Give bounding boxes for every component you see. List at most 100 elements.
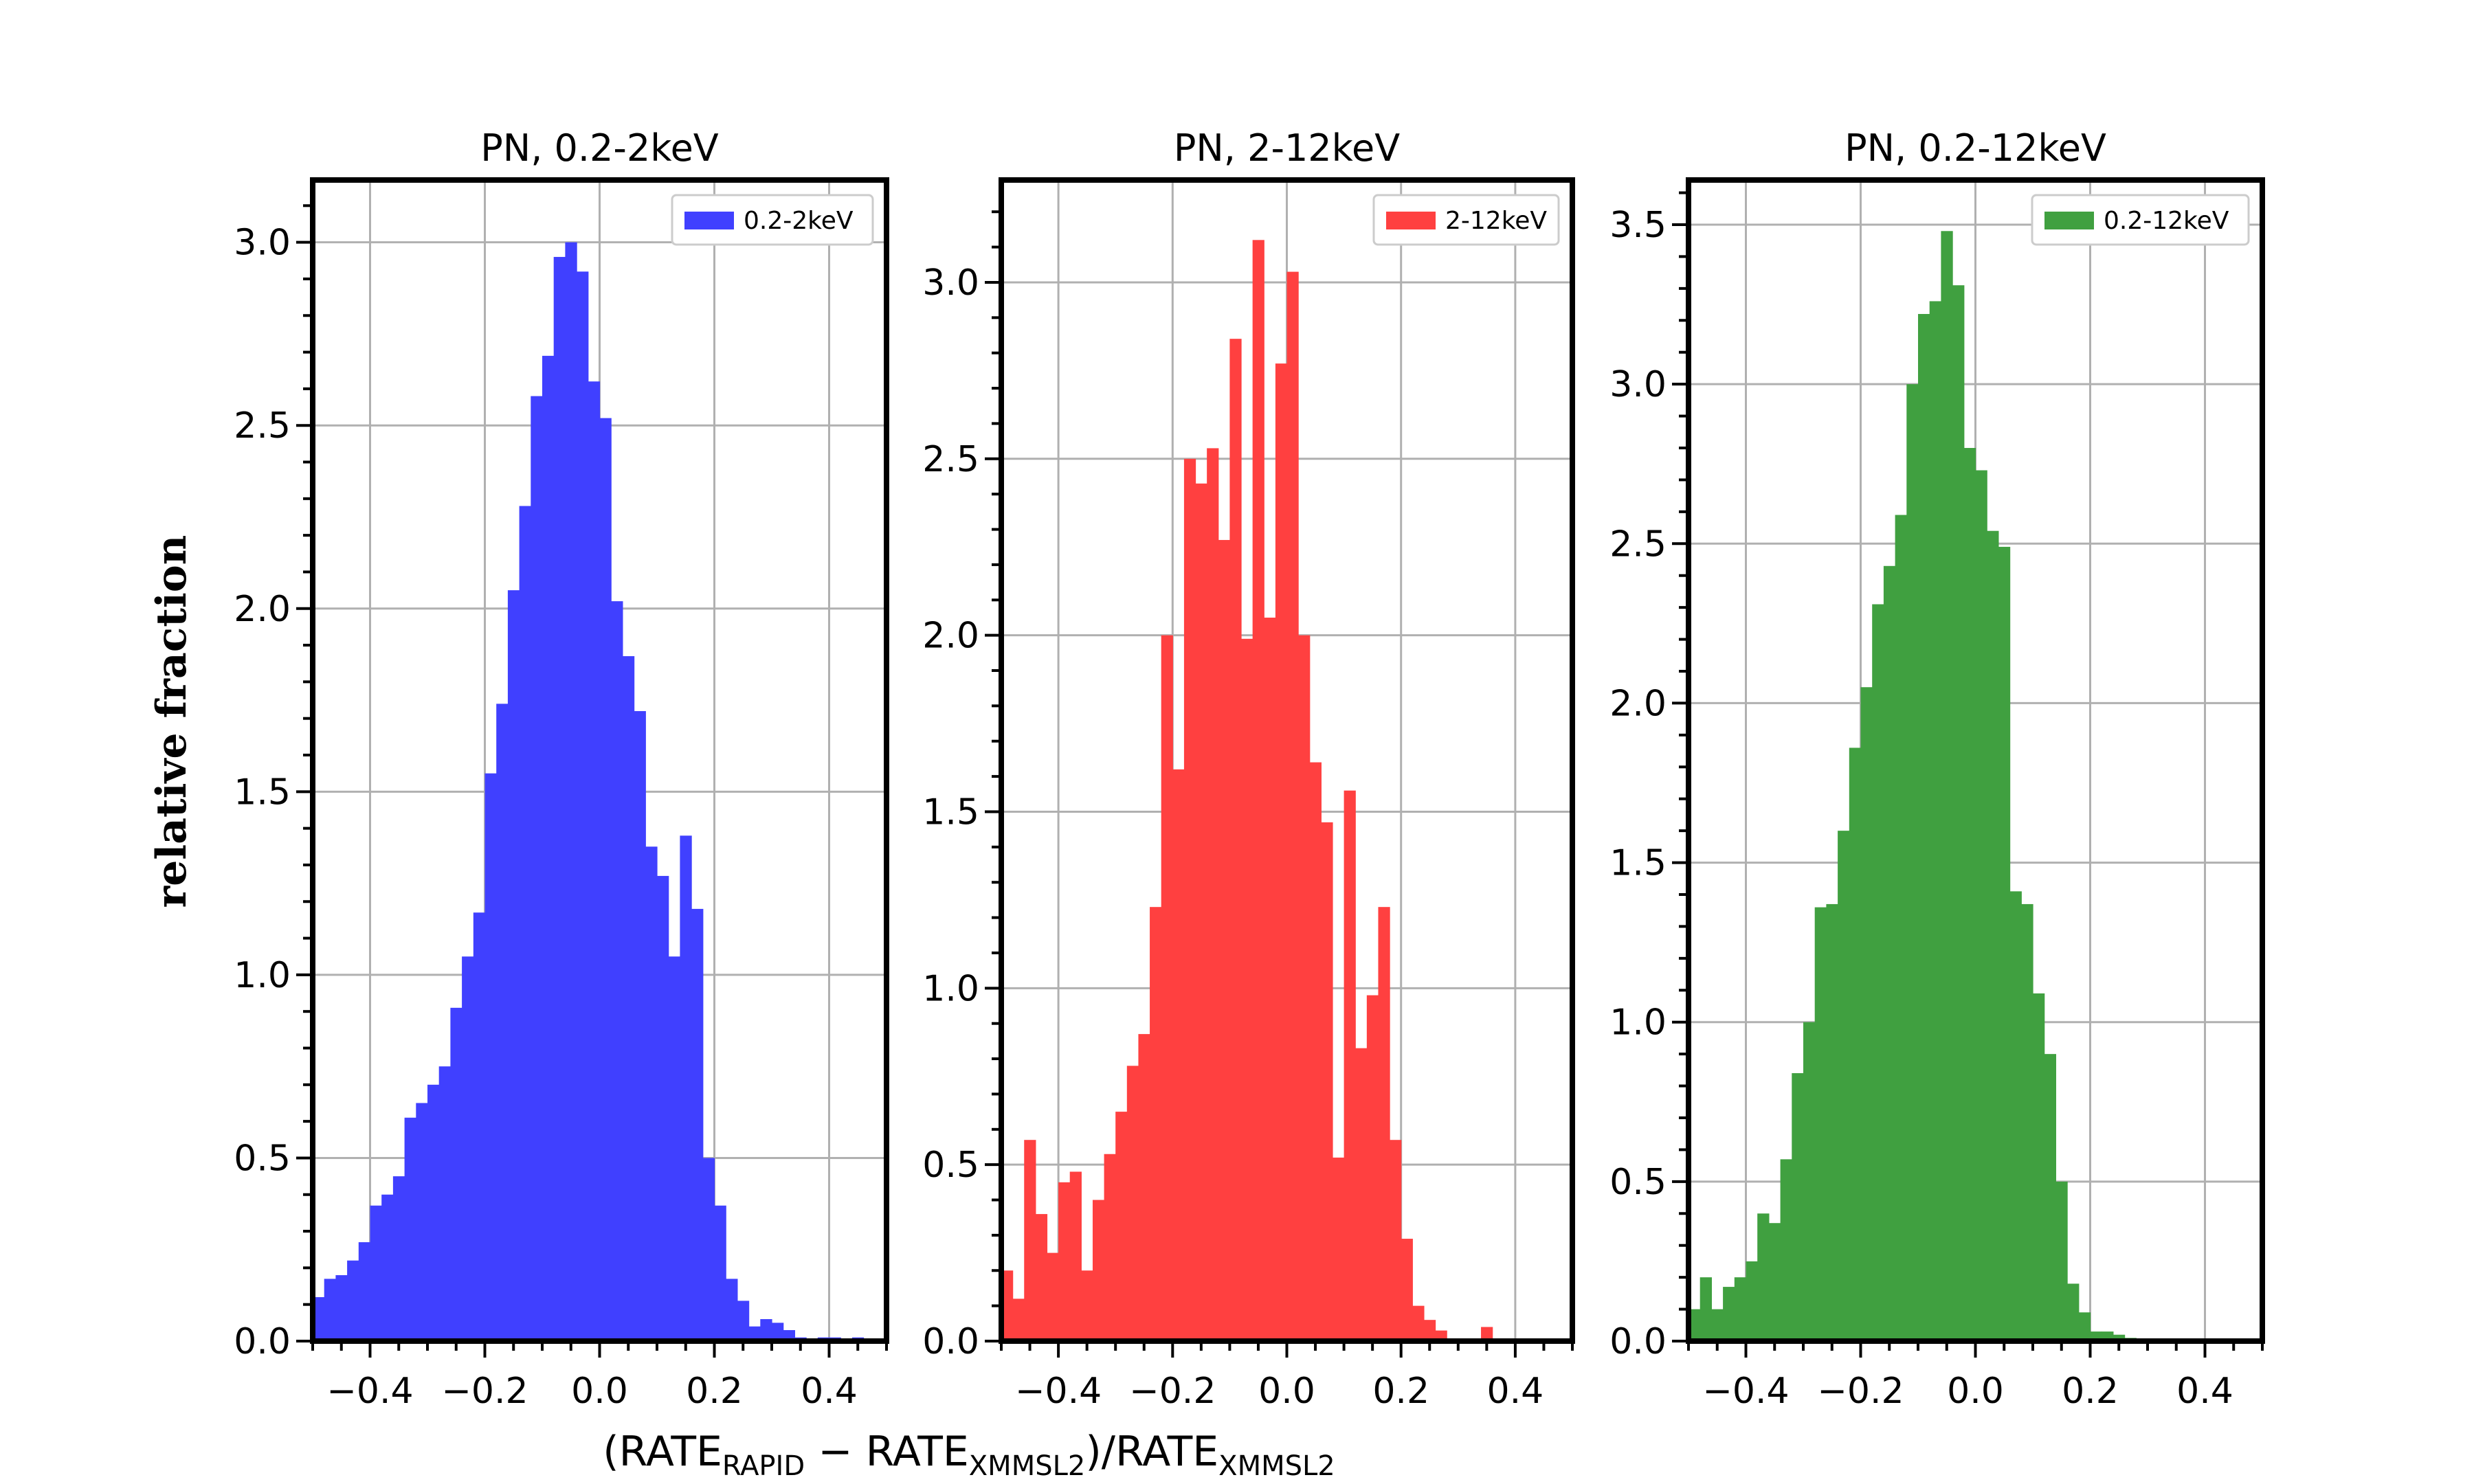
y-tick-label: 2.0 bbox=[1609, 683, 1667, 724]
y-tick-label: 0.0 bbox=[234, 1321, 291, 1362]
histogram-bar bbox=[507, 590, 520, 1341]
histogram-bar bbox=[2078, 1312, 2091, 1341]
histogram-bar bbox=[1906, 384, 1919, 1342]
histogram-bar bbox=[680, 835, 692, 1341]
histogram-bar bbox=[381, 1194, 394, 1341]
histogram-bar bbox=[1929, 301, 1941, 1341]
histogram-bar bbox=[1768, 1223, 1781, 1341]
y-tick-label: 3.0 bbox=[234, 223, 291, 264]
x-axis-label-part: − RATE bbox=[805, 1428, 969, 1476]
histogram-bar bbox=[1207, 448, 1219, 1341]
y-axis-label: relative fraction bbox=[148, 535, 196, 908]
histogram-bar bbox=[760, 1319, 772, 1341]
histogram-bar bbox=[1803, 1022, 1816, 1341]
histogram-bar bbox=[2067, 1283, 2080, 1341]
histogram-bar bbox=[1035, 1214, 1048, 1341]
histogram-bar bbox=[542, 355, 555, 1341]
x-axis-label-part: (RATE bbox=[603, 1428, 722, 1476]
histogram-bar bbox=[1126, 1066, 1139, 1341]
y-tick-label: 1.0 bbox=[234, 955, 291, 996]
histogram-bar bbox=[450, 1007, 463, 1341]
x-tick-label: −0.4 bbox=[1702, 1371, 1789, 1412]
legend: 0.2-2keV bbox=[671, 194, 874, 246]
histogram-bar bbox=[496, 704, 509, 1341]
y-tick-label: 3.0 bbox=[1609, 364, 1667, 405]
histogram-bar bbox=[577, 271, 589, 1341]
panel-title: PN, 0.2-12keV bbox=[1845, 126, 2106, 170]
histogram-bar bbox=[1183, 458, 1196, 1342]
histogram-bar bbox=[1252, 240, 1264, 1342]
histogram-bar bbox=[1780, 1159, 1792, 1341]
histogram-panel: −0.4 −0.2 0.0 0.2 0.4 0.0 0.5 1.0 1.5 2.0 2.5 3.0 PN… bbox=[234, 126, 889, 1412]
histogram-bar bbox=[484, 773, 497, 1341]
y-tick-label: 1.0 bbox=[922, 968, 979, 1009]
histogram-panel: −0.4 −0.2 0.0 0.2 0.4 0.0 0.5 1.0 1.5 2.0 2.5 3.0 PN… bbox=[922, 126, 1575, 1412]
legend-label: 2-12keV bbox=[1445, 207, 1547, 235]
histogram-bar bbox=[1711, 1309, 1724, 1341]
histogram-bar bbox=[1998, 546, 2011, 1341]
histogram-bar bbox=[1047, 1252, 1059, 1341]
histogram-bar bbox=[1401, 1239, 1413, 1341]
histogram-bar bbox=[1092, 1200, 1105, 1341]
histogram-bar bbox=[702, 1158, 715, 1341]
histogram-bar bbox=[1309, 762, 1322, 1341]
histogram-bar bbox=[1757, 1213, 1770, 1341]
histogram-bar bbox=[1987, 530, 1999, 1341]
x-tick-label: 0.0 bbox=[1258, 1371, 1315, 1412]
histogram-bar bbox=[1390, 1140, 1402, 1341]
histogram-bar bbox=[1814, 907, 1827, 1341]
legend: 2-12keV bbox=[1372, 194, 1560, 246]
y-tick-label: 3.5 bbox=[1609, 205, 1667, 246]
histogram-bar bbox=[1081, 1270, 1093, 1341]
histogram-bar bbox=[1366, 995, 1379, 1341]
y-tick-label: 1.5 bbox=[234, 772, 291, 813]
x-tick-label: 0.4 bbox=[1487, 1371, 1544, 1412]
y-tick-label: 2.5 bbox=[234, 405, 291, 447]
histogram-bar bbox=[1481, 1327, 1493, 1341]
histogram-bar bbox=[565, 242, 577, 1342]
x-tick-label: −0.2 bbox=[1129, 1371, 1216, 1412]
histogram-bar bbox=[1321, 822, 1333, 1341]
x-tick-label: 0.2 bbox=[2062, 1371, 2119, 1412]
x-tick-label: 0.2 bbox=[1372, 1371, 1429, 1412]
histogram-bar bbox=[611, 601, 623, 1341]
histogram-bar bbox=[2044, 1054, 2056, 1341]
x-axis-label-part: )/RATE bbox=[1085, 1428, 1218, 1476]
histogram-bar bbox=[2033, 993, 2045, 1341]
x-axis-label: (RATERAPID − RATEXMMSL2)/RATEXMMSL2 bbox=[603, 1428, 1335, 1482]
legend-swatch bbox=[1386, 212, 1436, 229]
histogram-bar bbox=[1332, 1157, 1345, 1341]
histogram-bar bbox=[438, 1066, 451, 1341]
histogram-bar bbox=[1826, 903, 1838, 1341]
histogram-bar bbox=[2009, 891, 2022, 1341]
histogram-bar bbox=[1412, 1305, 1425, 1341]
histogram-bar bbox=[1172, 769, 1185, 1341]
histogram-bar bbox=[1378, 907, 1390, 1341]
histogram-bar bbox=[599, 418, 612, 1341]
histogram-bar bbox=[1423, 1320, 1436, 1341]
histogram-bar bbox=[370, 1205, 382, 1341]
histogram-bar bbox=[1024, 1140, 1036, 1341]
histogram-bar bbox=[2113, 1334, 2126, 1341]
x-tick-label: 0.4 bbox=[801, 1371, 858, 1412]
histogram-panel: −0.4 −0.2 0.0 0.2 0.4 0.0 0.5 1.0 1.5 2.0 2.5 3.0 3.… bbox=[1609, 126, 2265, 1412]
histogram-bar bbox=[1344, 790, 1356, 1341]
x-tick-label: −0.4 bbox=[326, 1371, 413, 1412]
histogram-bar bbox=[645, 846, 658, 1341]
histogram-bar bbox=[634, 711, 646, 1341]
y-tick-label: 2.0 bbox=[922, 616, 979, 657]
histogram-bar bbox=[1001, 1270, 1014, 1341]
histogram-bar bbox=[657, 875, 669, 1341]
histogram-bar bbox=[462, 956, 474, 1341]
histogram-bar bbox=[737, 1301, 750, 1341]
legend: 0.2-12keV bbox=[2031, 194, 2250, 246]
histogram-bar bbox=[1138, 1034, 1150, 1341]
histogram-bar bbox=[1229, 339, 1242, 1341]
legend-swatch bbox=[684, 212, 734, 229]
histogram-bar bbox=[2055, 1181, 2068, 1341]
histogram-bar bbox=[1838, 831, 1850, 1341]
legend-box bbox=[671, 194, 874, 246]
histogram-bar bbox=[1941, 231, 1953, 1342]
histogram-bar bbox=[1849, 747, 1862, 1341]
